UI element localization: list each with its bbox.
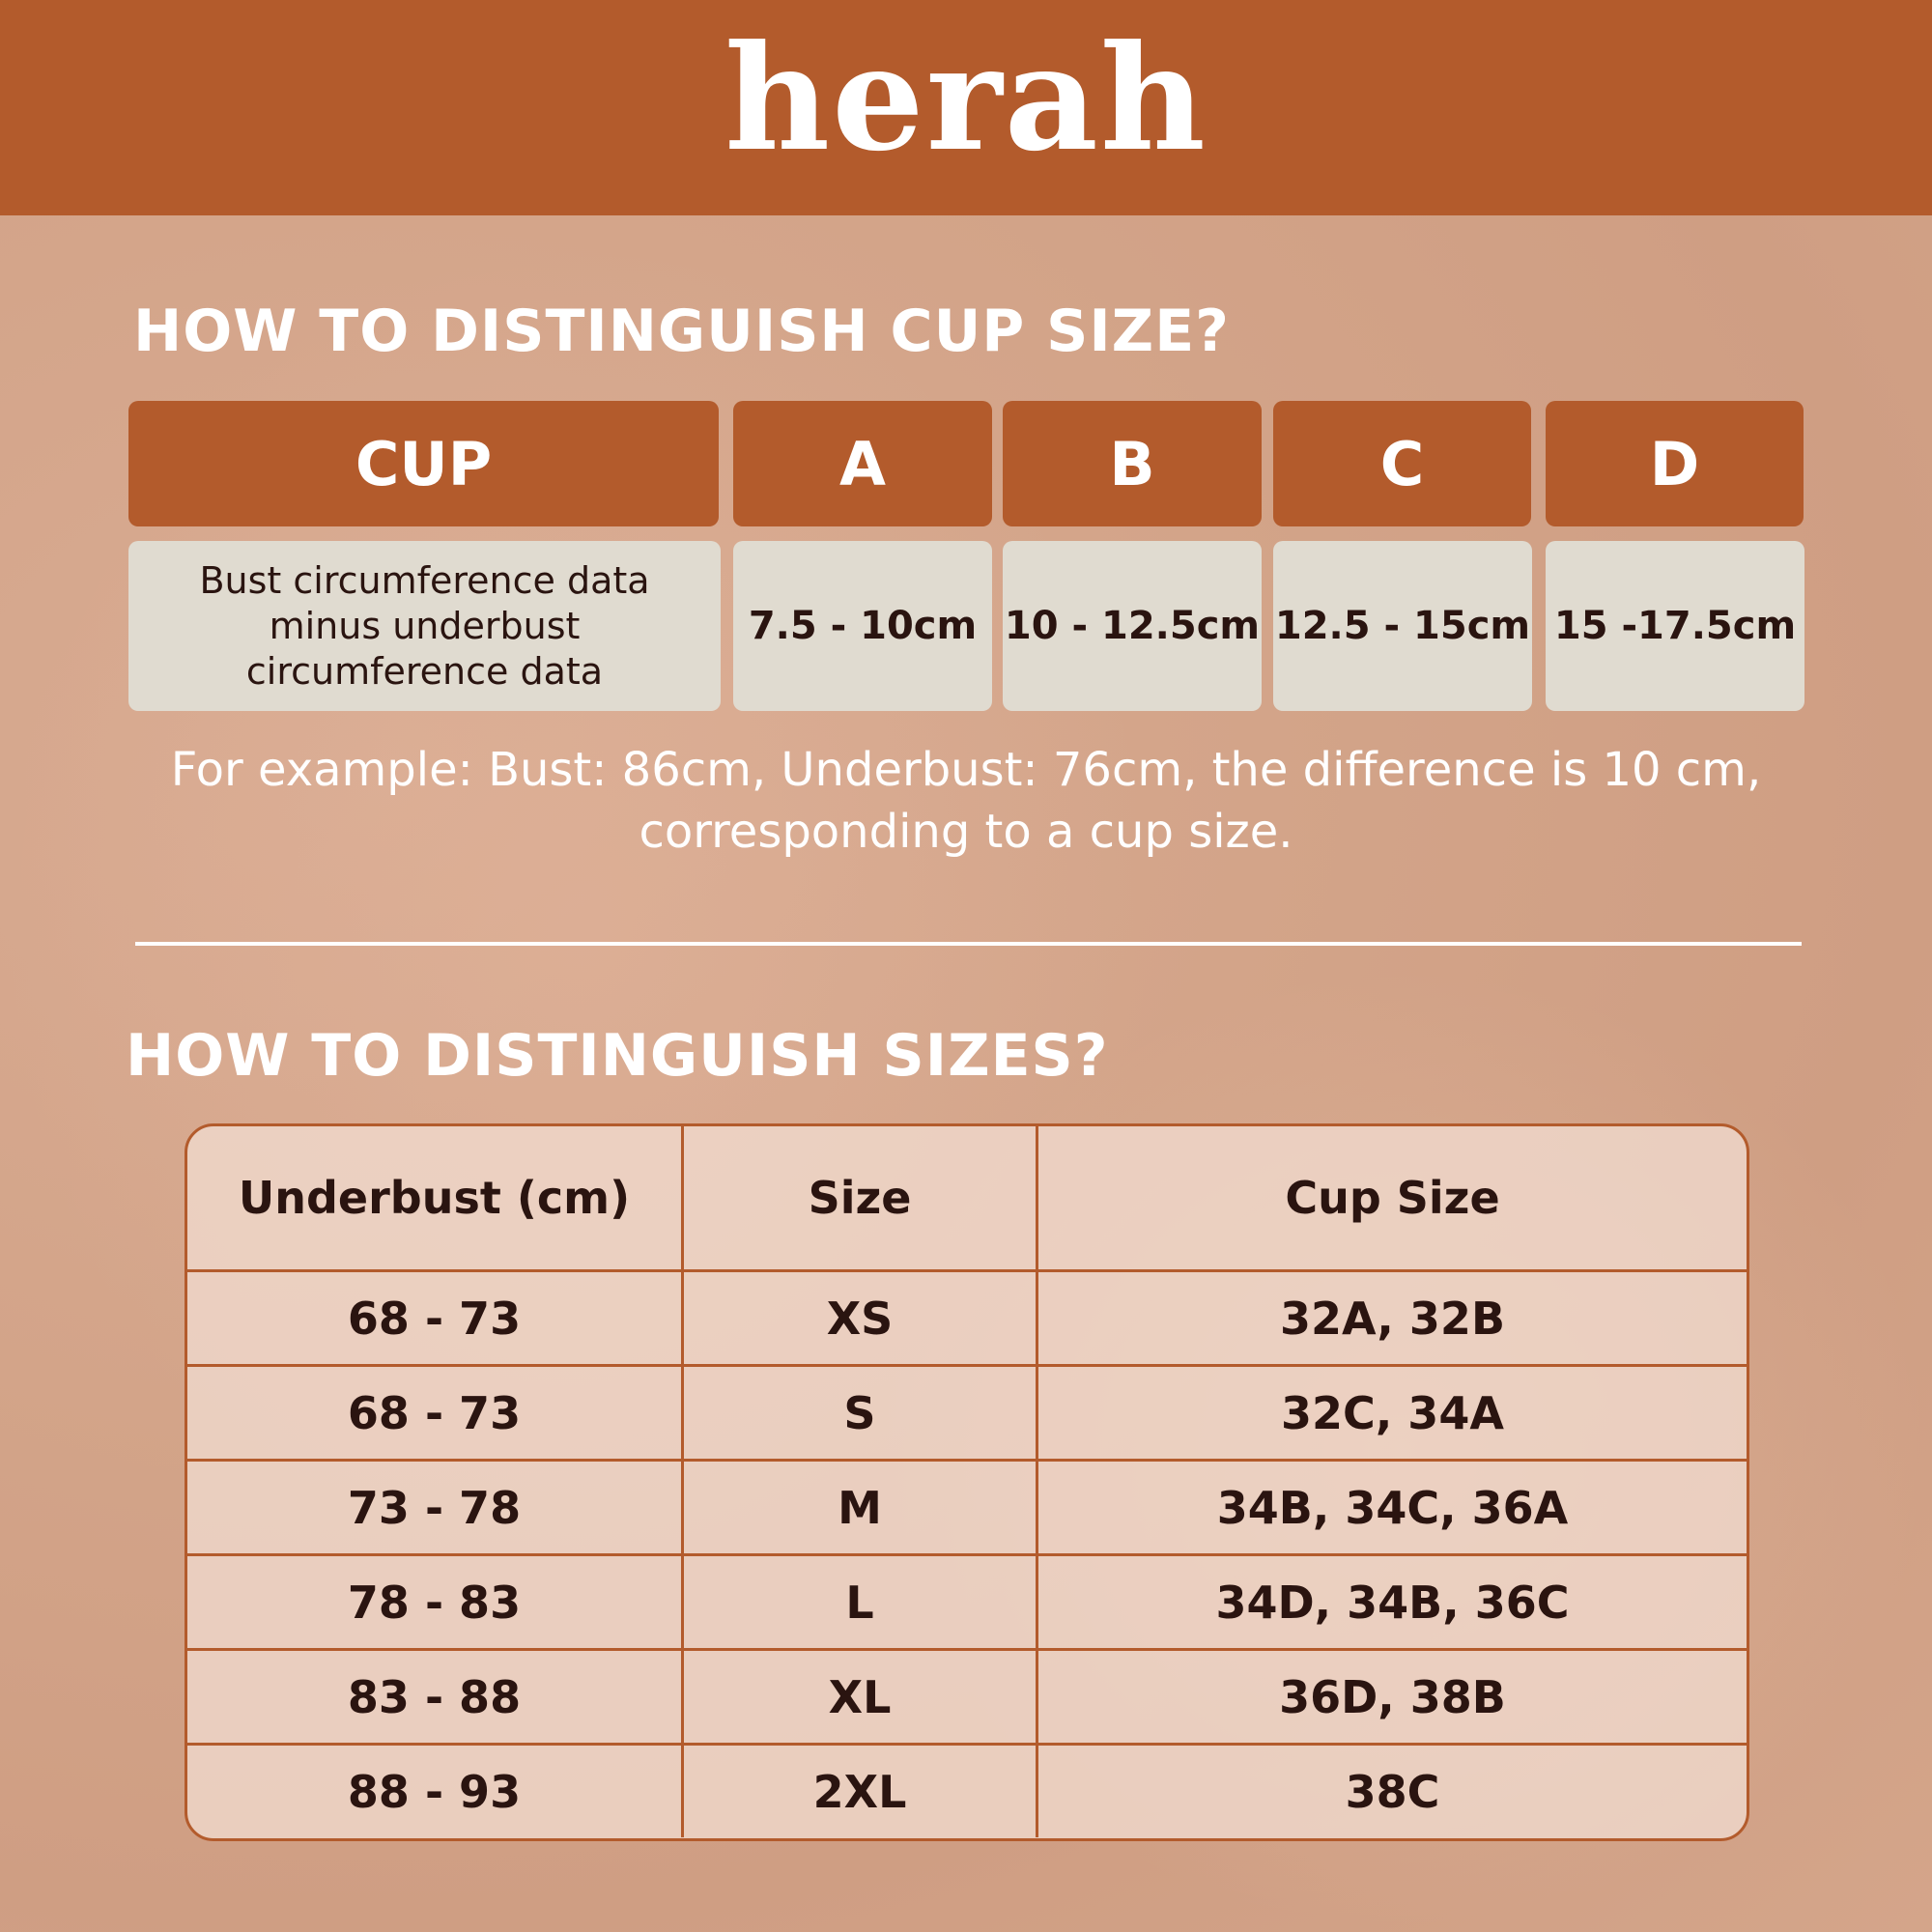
table-row: 83 - 88 XL 36D, 38B: [187, 1648, 1747, 1743]
table-header-row: Underbust (cm) Size Cup Size: [187, 1126, 1747, 1269]
table-row: 68 - 73 S 32C, 34A: [187, 1364, 1747, 1459]
column-header-size: Size: [681, 1126, 1036, 1269]
cup-value-c: 12.5 - 15cm: [1273, 541, 1532, 711]
brand-header: herah: [0, 0, 1932, 215]
cup-value-a: 7.5 - 10cm: [733, 541, 992, 711]
table-row: 88 - 93 2XL 38C: [187, 1743, 1747, 1837]
brand-logo: herah: [724, 13, 1208, 184]
size-cell: 2XL: [681, 1746, 1036, 1837]
cup-description: Bust circumference data minus underbust …: [128, 541, 721, 711]
size-cell: L: [681, 1556, 1036, 1648]
size-cell: XL: [681, 1651, 1036, 1743]
cup-size-cell: 34B, 34C, 36A: [1036, 1462, 1747, 1553]
cup-section-title: HOW TO DISTINGUISH CUP SIZE?: [133, 298, 1230, 365]
cup-example: For example: Bust: 86cm, Underbust: 76cm…: [39, 739, 1893, 863]
cup-size-cell: 36D, 38B: [1036, 1651, 1747, 1743]
cup-value-b: 10 - 12.5cm: [1003, 541, 1262, 711]
size-cell: S: [681, 1367, 1036, 1459]
cup-header-a: A: [733, 401, 992, 526]
example-line-2: corresponding to a cup size.: [639, 805, 1293, 859]
underbust-cell: 83 - 88: [347, 1670, 522, 1723]
cup-header-c: C: [1273, 401, 1531, 526]
section-divider: [135, 942, 1802, 946]
cup-size-cell: 38C: [1036, 1746, 1747, 1837]
cup-header-b: B: [1003, 401, 1262, 526]
underbust-cell: 73 - 78: [347, 1481, 522, 1534]
column-header-underbust: Underbust (cm): [238, 1172, 631, 1224]
column-header-cup-size: Cup Size: [1036, 1126, 1747, 1269]
cup-size-cell: 34D, 34B, 36C: [1036, 1556, 1747, 1648]
size-cell: M: [681, 1462, 1036, 1553]
cup-header: CUP: [128, 401, 719, 526]
underbust-cell: 78 - 83: [347, 1576, 522, 1629]
example-line-1: For example: Bust: 86cm, Underbust: 76cm…: [170, 743, 1762, 797]
underbust-cell: 68 - 73: [347, 1292, 522, 1345]
cup-value-d: 15 -17.5cm: [1546, 541, 1804, 711]
cup-size-cell: 32C, 34A: [1036, 1367, 1747, 1459]
size-section-title: HOW TO DISTINGUISH SIZES?: [126, 1022, 1109, 1090]
size-cell: XS: [681, 1272, 1036, 1364]
table-row: 73 - 78 M 34B, 34C, 36A: [187, 1459, 1747, 1553]
size-table: Underbust (cm) Size Cup Size 68 - 73 XS …: [185, 1123, 1749, 1841]
cup-header-d: D: [1546, 401, 1804, 526]
table-row: 78 - 83 L 34D, 34B, 36C: [187, 1553, 1747, 1648]
cup-size-cell: 32A, 32B: [1036, 1272, 1747, 1364]
underbust-cell: 88 - 93: [347, 1765, 522, 1818]
table-row: 68 - 73 XS 32A, 32B: [187, 1269, 1747, 1364]
underbust-cell: 68 - 73: [347, 1386, 522, 1439]
